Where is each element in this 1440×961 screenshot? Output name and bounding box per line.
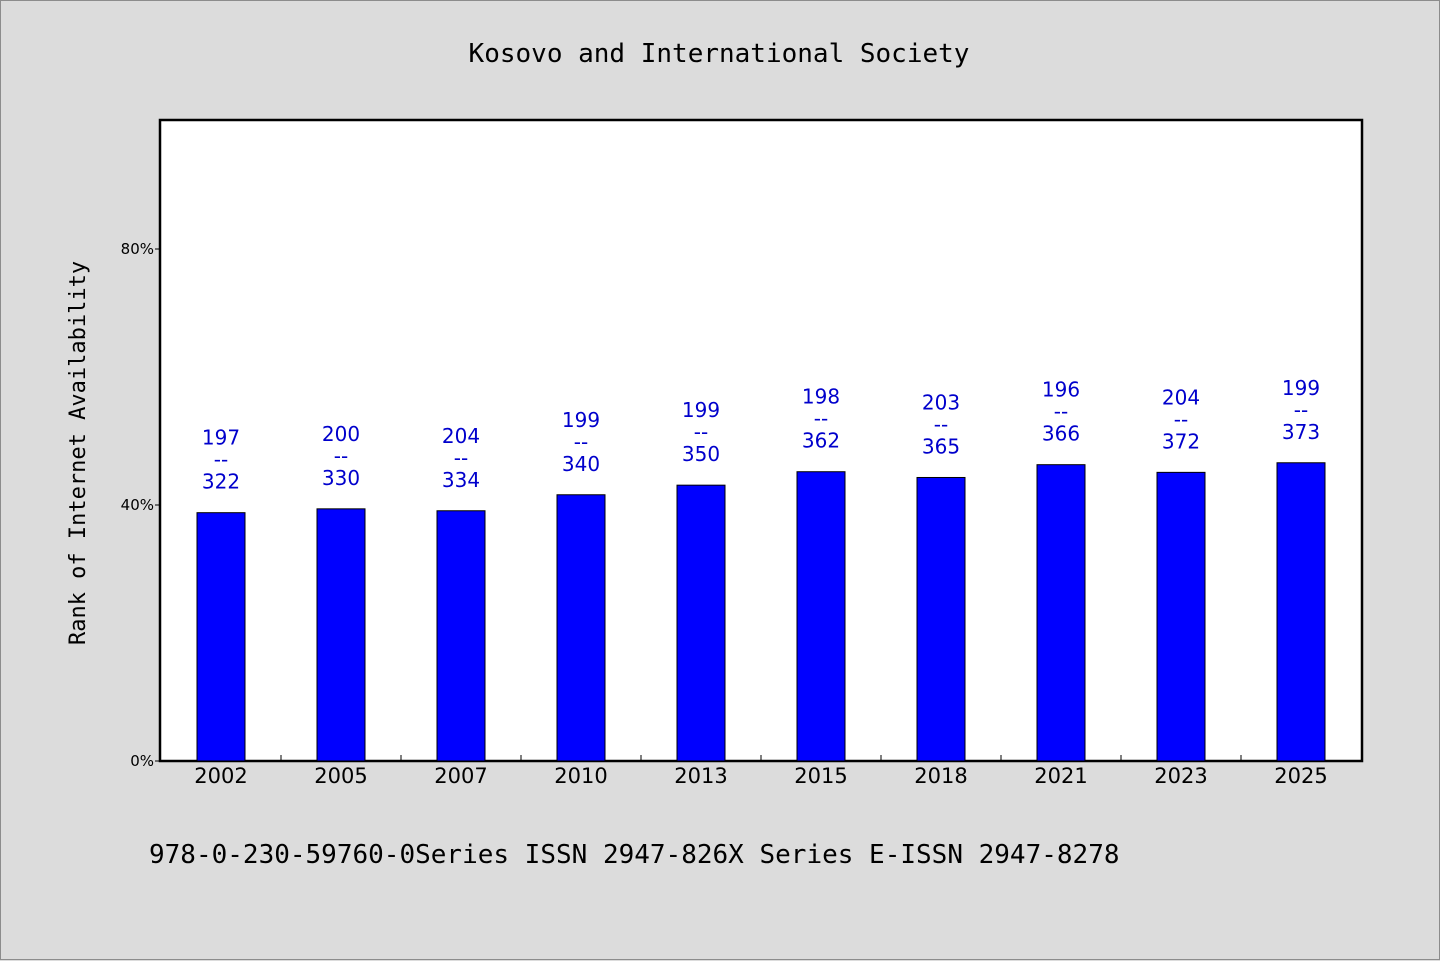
footer-text: 978-0-230-59760-0Series ISSN 2947-826X S…: [149, 840, 1120, 870]
data-label-bottom: 372: [1162, 429, 1200, 453]
data-label-separator: --: [334, 444, 348, 468]
data-label-separator: --: [1294, 398, 1308, 422]
data-label-separator: --: [934, 412, 948, 436]
bar: [1156, 471, 1206, 762]
x-tick-label: 2025: [1274, 764, 1327, 788]
data-label-top: 204: [442, 424, 480, 448]
data-label-top: 203: [922, 390, 960, 414]
bar: [436, 510, 486, 762]
bar: [316, 508, 366, 762]
chart-title: Kosovo and International Society: [469, 39, 970, 69]
data-label-separator: --: [1174, 407, 1188, 431]
y-tick-label: 80%: [121, 240, 154, 258]
bar: [916, 476, 966, 762]
x-tick-label: 2010: [554, 764, 607, 788]
data-label-top: 204: [1162, 385, 1200, 409]
data-label-separator: --: [574, 430, 588, 454]
data-label-top: 197: [202, 426, 240, 450]
bar: [1036, 464, 1086, 762]
data-label-bottom: 350: [682, 442, 720, 466]
bar: [796, 471, 846, 762]
y-tick-label: 0%: [130, 752, 154, 770]
data-label-separator: --: [454, 446, 468, 470]
data-label-bottom: 334: [442, 468, 480, 492]
x-tick-label: 2021: [1034, 764, 1087, 788]
data-label-bottom: 330: [322, 466, 360, 490]
data-label-bottom: 366: [1042, 422, 1080, 446]
y-tick-label: 40%: [121, 496, 154, 514]
data-label-top: 200: [322, 422, 360, 446]
x-tick-label: 2015: [794, 764, 847, 788]
data-label-top: 198: [802, 385, 840, 409]
x-tick-label: 2005: [314, 764, 367, 788]
data-label-top: 196: [1042, 378, 1080, 402]
bar: [556, 494, 606, 762]
data-label-bottom: 373: [1282, 420, 1320, 444]
data-labels: 197--322200--330204--334199--340199--350…: [202, 376, 1320, 494]
bars: [196, 462, 1326, 762]
x-tick-label: 2018: [914, 764, 967, 788]
data-label-top: 199: [682, 398, 720, 422]
data-label-separator: --: [214, 448, 228, 472]
data-label-bottom: 365: [922, 434, 960, 458]
x-tick-label: 2002: [194, 764, 247, 788]
data-label-separator: --: [1054, 400, 1068, 424]
x-axis: 2002 2005 2007 2010 2013 2015 2018 2021 2023 2025: [194, 755, 1328, 788]
bar: [1276, 462, 1326, 762]
data-label-separator: --: [814, 407, 828, 431]
y-axis: 0% 40% 80%: [121, 240, 161, 770]
x-tick-label: 2023: [1154, 764, 1207, 788]
bar: [196, 512, 246, 762]
data-label-bottom: 340: [562, 452, 600, 476]
data-label-bottom: 362: [802, 429, 840, 453]
x-tick-label: 2013: [674, 764, 727, 788]
bar: [676, 484, 726, 762]
data-label-bottom: 322: [202, 470, 240, 494]
x-tick-label: 2007: [434, 764, 487, 788]
data-label-separator: --: [694, 420, 708, 444]
data-label-top: 199: [1282, 376, 1320, 400]
y-axis-label: Rank of Internet Availability: [66, 261, 91, 645]
data-label-top: 199: [562, 408, 600, 432]
